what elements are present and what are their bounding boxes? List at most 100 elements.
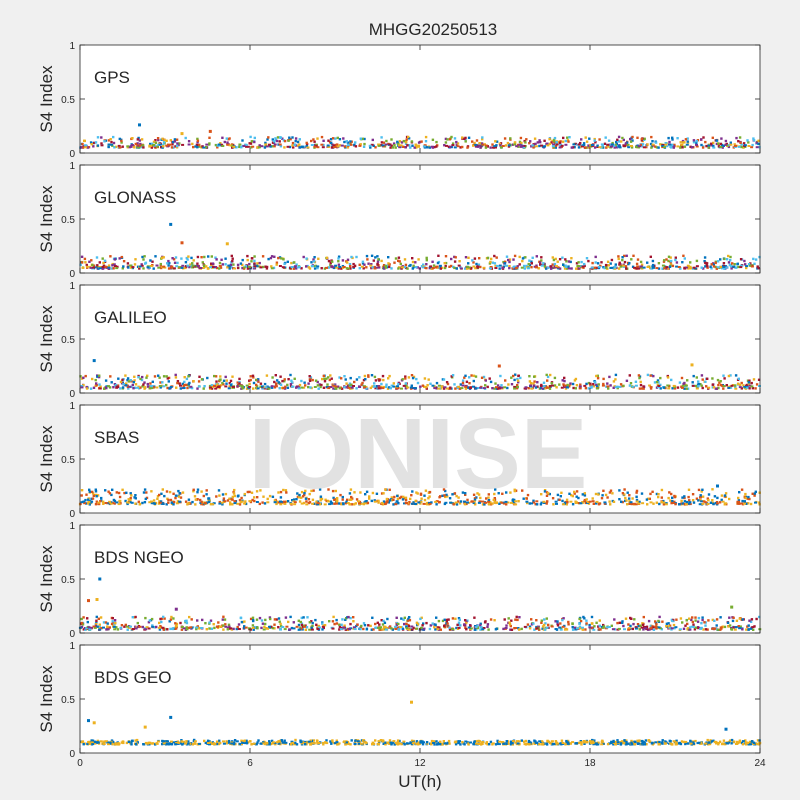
data-point xyxy=(393,144,396,147)
data-point xyxy=(335,497,339,500)
data-point xyxy=(239,262,243,265)
data-point xyxy=(528,375,531,378)
data-point xyxy=(586,501,590,503)
data-point xyxy=(706,503,710,505)
data-point xyxy=(472,500,476,503)
data-point xyxy=(390,496,393,499)
data-point xyxy=(501,145,505,147)
data-point xyxy=(479,265,482,269)
data-point xyxy=(439,743,442,746)
data-point xyxy=(187,498,191,501)
data-point xyxy=(431,384,435,387)
data-point xyxy=(233,488,236,492)
data-point xyxy=(405,138,408,141)
data-point xyxy=(218,267,221,270)
data-point xyxy=(471,140,474,143)
data-point xyxy=(350,140,353,143)
data-point xyxy=(581,145,584,148)
data-point xyxy=(487,502,491,505)
data-point xyxy=(535,619,538,622)
data-point xyxy=(585,257,589,260)
data-point xyxy=(460,387,464,390)
data-point xyxy=(711,499,714,502)
data-point xyxy=(151,380,154,383)
data-point xyxy=(481,136,484,139)
data-point xyxy=(457,496,460,499)
data-point xyxy=(671,499,674,503)
data-point xyxy=(273,623,276,626)
data-point xyxy=(110,143,113,146)
data-point xyxy=(111,622,115,625)
data-point xyxy=(332,615,335,619)
data-point xyxy=(348,503,352,506)
data-point xyxy=(306,264,309,268)
data-point xyxy=(398,260,401,263)
data-point xyxy=(137,376,140,379)
data-point xyxy=(377,626,381,629)
data-point xyxy=(643,626,646,628)
data-point xyxy=(241,258,244,262)
data-point xyxy=(739,141,742,144)
data-point xyxy=(378,379,381,382)
data-point xyxy=(199,498,202,502)
data-point xyxy=(134,383,138,386)
data-point xyxy=(674,502,677,506)
data-point xyxy=(102,500,105,503)
data-point xyxy=(129,497,132,500)
data-point xyxy=(635,500,639,503)
data-point xyxy=(277,381,280,384)
data-point xyxy=(461,381,465,385)
data-point xyxy=(646,266,650,268)
data-point xyxy=(209,619,213,622)
data-point xyxy=(241,387,245,390)
data-point xyxy=(344,502,348,505)
data-point xyxy=(464,385,468,388)
data-point xyxy=(622,384,625,388)
data-point xyxy=(189,626,193,629)
data-point xyxy=(734,387,738,390)
data-point xyxy=(342,502,345,506)
data-point xyxy=(198,375,201,378)
data-point xyxy=(752,139,756,142)
data-point xyxy=(422,622,425,625)
data-point xyxy=(317,387,320,390)
data-point xyxy=(111,262,114,266)
data-point xyxy=(90,500,94,503)
data-point xyxy=(161,739,164,743)
data-point xyxy=(558,146,562,149)
data-point xyxy=(546,266,550,269)
data-point xyxy=(640,263,644,266)
data-point xyxy=(210,387,214,390)
data-point xyxy=(551,263,554,266)
data-point xyxy=(253,262,256,265)
data-point xyxy=(595,621,598,624)
data-point xyxy=(595,500,599,503)
data-point xyxy=(219,384,223,387)
data-point xyxy=(176,381,179,385)
data-point xyxy=(644,739,648,742)
data-point xyxy=(669,263,673,266)
data-point xyxy=(316,502,320,505)
data-point xyxy=(688,265,692,268)
data-point xyxy=(421,384,425,387)
data-point xyxy=(578,625,582,628)
data-point xyxy=(323,267,327,270)
data-point xyxy=(383,267,386,270)
data-point xyxy=(437,254,440,257)
data-point xyxy=(243,741,247,745)
data-point xyxy=(544,387,547,390)
data-point xyxy=(377,258,380,261)
data-point xyxy=(655,501,658,504)
data-point xyxy=(464,619,467,622)
data-point xyxy=(561,499,564,503)
data-point xyxy=(348,492,352,495)
data-point xyxy=(341,618,344,621)
data-point xyxy=(109,138,112,141)
data-point xyxy=(218,500,221,504)
data-point xyxy=(316,380,319,384)
data-point xyxy=(274,743,277,746)
data-point xyxy=(297,619,300,622)
data-point xyxy=(577,267,581,270)
data-point xyxy=(592,383,595,386)
data-point xyxy=(572,386,575,390)
